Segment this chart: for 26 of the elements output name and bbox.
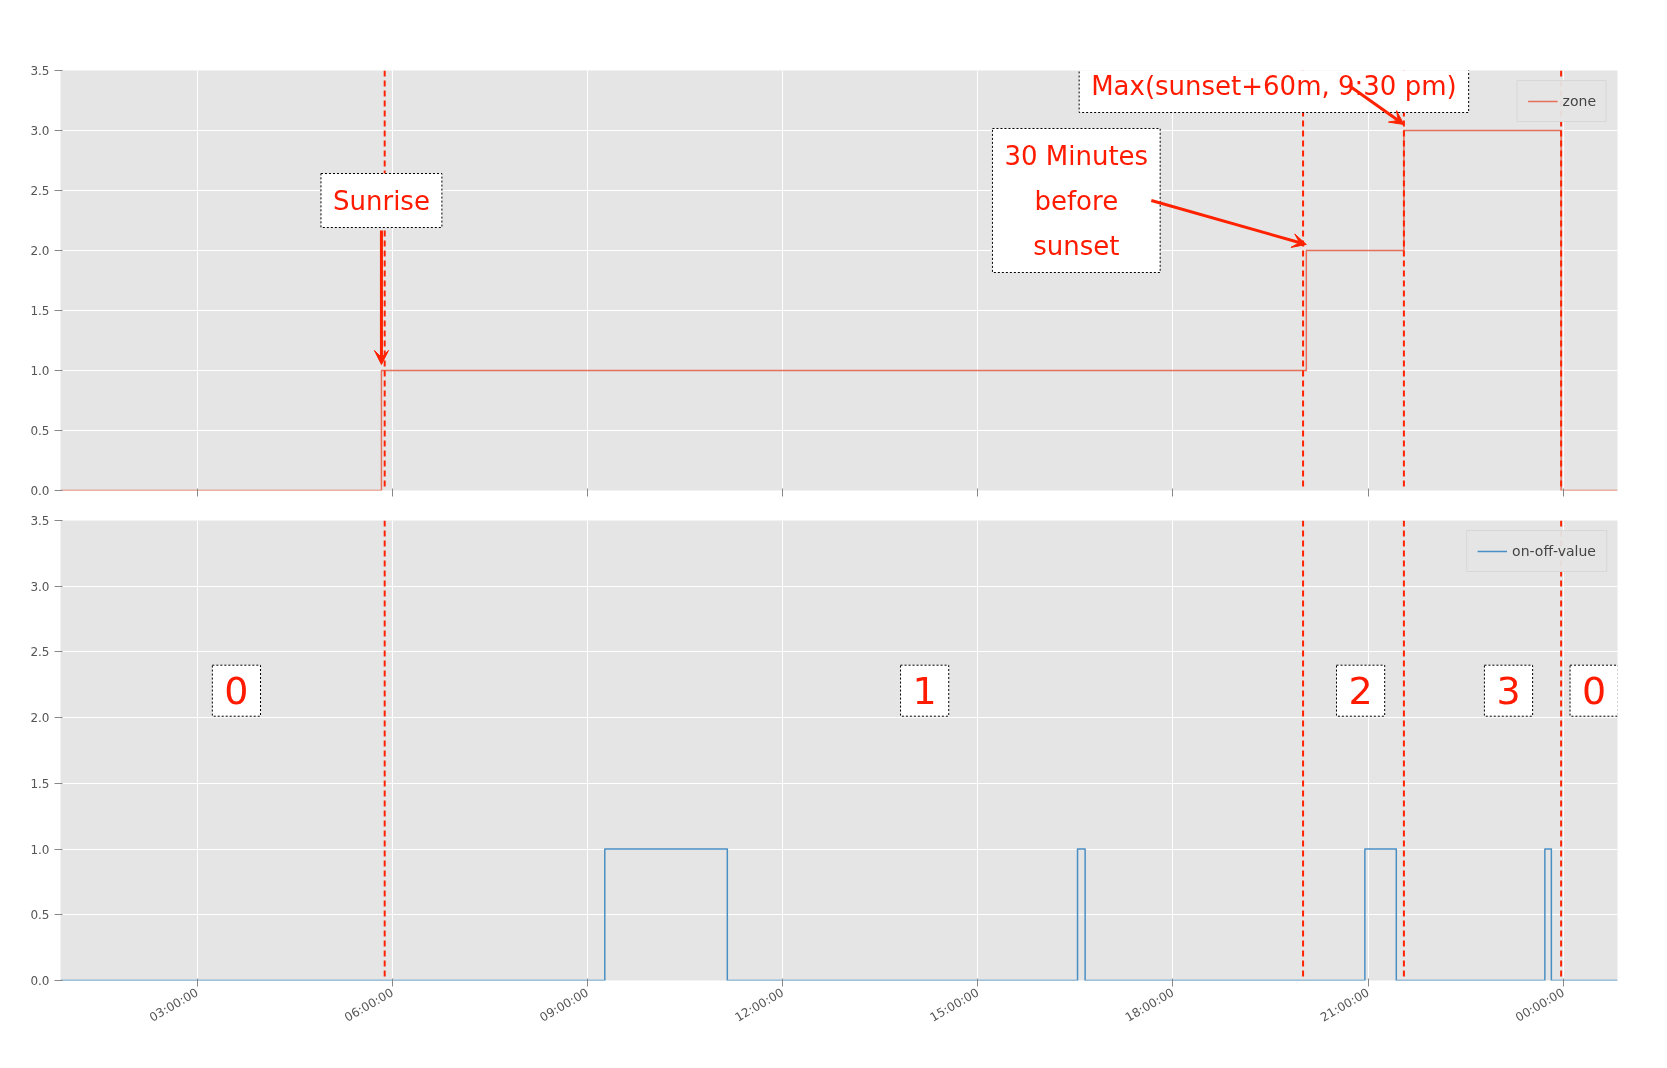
y-tick-label: 0.0 [30, 484, 50, 498]
y-tick-label: 2.0 [30, 711, 50, 726]
annotation: 0 [224, 669, 249, 714]
y-tick-label: 3.5 [30, 64, 50, 78]
annotation: 1 [912, 669, 937, 714]
y-tick-label: 2.5 [30, 645, 50, 660]
annotation: 3 [1496, 669, 1521, 714]
y-tick-label: 3.0 [30, 579, 50, 594]
y-tick-label: 2.0 [30, 244, 50, 258]
y-tick-label: 1.0 [30, 842, 50, 857]
annotation: Sunrise [332, 185, 430, 216]
y-tick-label: 3.5 [30, 514, 50, 528]
y-tick-label: 3.0 [30, 124, 50, 138]
legend-label: on-off-value [1512, 543, 1596, 559]
y-tick-label: 0.5 [30, 908, 50, 923]
annotation: 30 Minutes before sunset [1004, 140, 1149, 261]
legend-label: zone [1562, 93, 1596, 109]
annotation: 0 [1582, 669, 1607, 714]
y-tick-label: 1.5 [30, 304, 50, 318]
annotation: 2 [1348, 669, 1373, 714]
annotation: Max(sunset+60m, 9:30 pm) [1091, 70, 1457, 101]
y-tick-label: 1.5 [30, 776, 50, 791]
y-tick-label: 2.5 [30, 184, 50, 198]
y-tick-label: 0.0 [30, 974, 50, 988]
y-tick-label: 1.0 [30, 364, 50, 378]
y-tick-label: 0.5 [30, 424, 50, 438]
